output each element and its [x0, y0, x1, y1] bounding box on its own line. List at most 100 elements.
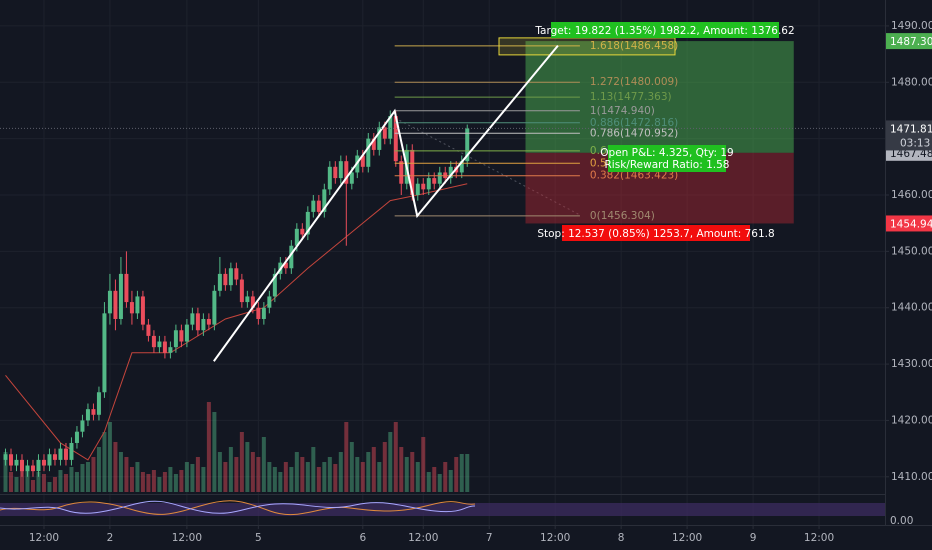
candle-body	[195, 313, 200, 331]
y-tick-label: 1430.000	[891, 358, 932, 370]
volume-bar	[14, 477, 19, 492]
volume-bar	[437, 474, 442, 492]
candle-body	[151, 335, 156, 348]
y-tick-label: 1490.000	[891, 20, 932, 32]
volume-bar	[261, 437, 266, 492]
volume-bar	[294, 452, 299, 492]
y-tick-label: 1410.000	[891, 471, 932, 483]
fib-highlight	[498, 37, 676, 56]
candle-body	[19, 459, 24, 472]
candle-body	[140, 296, 145, 325]
volume-bar	[217, 452, 222, 492]
volume-bar	[355, 457, 360, 492]
volume-bar	[234, 457, 239, 492]
candle-body	[157, 341, 162, 348]
x-tick-label: 12:00	[408, 532, 438, 544]
x-tick-label: 5	[255, 532, 262, 544]
last-price-tag: 1471.812	[890, 123, 932, 135]
volume-bar	[3, 452, 8, 492]
candle-body	[327, 166, 332, 190]
candle-body	[239, 279, 244, 303]
volume-bar	[25, 467, 30, 492]
candle-body	[162, 341, 167, 353]
candle-body	[113, 290, 118, 319]
candle-body	[47, 454, 52, 466]
fib-label: 1.272(1480.009)	[590, 76, 678, 88]
candle-body	[179, 330, 184, 342]
volume-bar	[173, 474, 178, 492]
trend-line	[213, 45, 559, 362]
volume-bar	[140, 472, 145, 492]
candle-body	[36, 459, 41, 472]
x-tick-label: 12:00	[172, 532, 202, 544]
volume-bar	[366, 452, 371, 492]
x-tick-label: 12:00	[804, 532, 834, 544]
price-tag: 1454.949	[890, 218, 932, 230]
candle-body	[8, 454, 13, 466]
volume-bar	[162, 472, 167, 492]
volume-bar	[239, 432, 244, 492]
candle-body	[448, 166, 453, 179]
volume-bar	[421, 437, 426, 492]
candle-body	[58, 448, 63, 460]
candle-body	[333, 166, 338, 179]
volume-bar	[85, 462, 90, 492]
candle-body	[245, 296, 250, 303]
candle-body	[168, 347, 173, 353]
candle-body	[14, 459, 19, 466]
volume-bar	[278, 472, 283, 492]
price-tag: 1487.308	[890, 36, 932, 48]
candle-body	[201, 318, 206, 331]
target-label: Target: 19.822 (1.35%) 1982.2, Amount: 1…	[534, 25, 794, 37]
rr-label: Risk/Reward Ratio: 1.58	[605, 159, 730, 171]
oscillator-signal	[0, 500, 476, 514]
volume-bar	[74, 472, 79, 492]
candle-body	[377, 127, 382, 150]
volume-bar	[272, 467, 277, 492]
volume-bar	[69, 467, 74, 492]
volume-bar	[377, 462, 382, 492]
candle-body	[399, 161, 404, 184]
candle-body	[3, 454, 8, 460]
volume-bar	[256, 457, 261, 492]
volume-bar	[382, 442, 387, 492]
candle-body	[223, 273, 228, 286]
candle-body	[459, 161, 464, 173]
x-tick-label: 9	[750, 532, 757, 544]
candle-body	[96, 392, 101, 415]
volume-bar	[135, 462, 140, 492]
candle-body	[146, 324, 151, 336]
volume-bar	[58, 470, 63, 492]
volume-bar	[80, 464, 85, 492]
candle-body	[349, 172, 354, 184]
x-tick-label: 8	[618, 532, 625, 544]
y-tick-label: 1420.000	[891, 414, 932, 426]
candle-body	[124, 273, 129, 303]
volume-bar	[212, 412, 217, 492]
candle-body	[129, 302, 134, 314]
volume-bar	[118, 452, 123, 492]
volume-bar	[283, 462, 288, 492]
volume-bar	[399, 447, 404, 492]
candle-body	[102, 313, 107, 393]
volume-bar	[338, 452, 343, 492]
volume-bar	[124, 457, 129, 492]
volume-bar	[52, 477, 57, 492]
fib-label: 0.886(1472.816)	[590, 117, 678, 129]
countdown: 03:13	[900, 137, 930, 149]
target-label-box	[551, 22, 779, 38]
volume-bar	[151, 470, 156, 492]
y-tick-label: 1440.000	[891, 302, 932, 314]
candle-body	[184, 324, 189, 342]
last-price-box	[886, 120, 932, 151]
volume-bar	[8, 472, 13, 492]
stop-label-box	[562, 225, 750, 241]
candle-body	[212, 290, 217, 325]
candle-body	[69, 442, 74, 460]
volume-bar	[410, 452, 415, 492]
volume-bar	[349, 442, 354, 492]
candle-body	[91, 409, 96, 415]
volume-bar	[300, 457, 305, 492]
candle-body	[283, 262, 288, 269]
volume-bar	[146, 474, 151, 492]
